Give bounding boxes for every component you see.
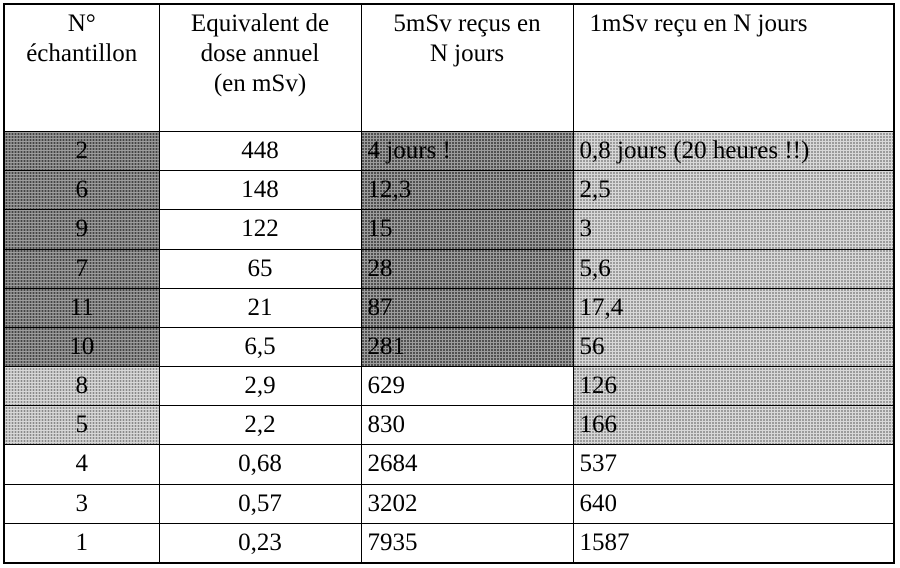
table-cell: 6	[3, 170, 160, 211]
table-cell: 15	[360, 209, 574, 250]
table-cell: 87	[360, 287, 574, 328]
table-cell: 3	[3, 483, 160, 524]
table-cell: 629	[360, 366, 574, 407]
table-cell: 2684	[360, 444, 574, 485]
header-cell: 5mSv reçus en N jours	[360, 3, 574, 132]
table-cell: 126	[572, 366, 895, 407]
header-text: N jours	[429, 40, 505, 67]
table-cell: 65	[158, 248, 362, 289]
table-cell: 8	[3, 366, 160, 407]
header-text: Equivalent de	[190, 10, 330, 37]
table-cell: 7935	[360, 522, 574, 564]
table-row: 1 0,23 7935 1587	[3, 522, 895, 564]
table-cell: 5,6	[572, 248, 895, 289]
table-cell: 0,8 jours (20 heures !!)	[572, 130, 895, 172]
table-row: 2 448 4 jours ! 0,8 jours (20 heures !!)	[3, 130, 895, 172]
table-cell: 28	[360, 248, 574, 289]
table-cell: 2,2	[158, 405, 362, 446]
table-cell: 7	[3, 248, 160, 289]
table-cell: 1	[3, 522, 160, 564]
table-cell: 122	[158, 209, 362, 250]
table-row: 7 65 28 5,6	[3, 248, 895, 289]
table-cell: 537	[572, 444, 895, 485]
table-cell: 11	[3, 287, 160, 328]
table-cell: 166	[572, 405, 895, 446]
header-text: 5mSv reçus en	[393, 10, 541, 37]
table-cell: 148	[158, 170, 362, 211]
table-cell: 2	[3, 130, 160, 172]
table-cell: 3	[572, 209, 895, 250]
header-text: échantillon	[26, 40, 138, 67]
table-cell: 17,4	[572, 287, 895, 328]
table-cell: 6,5	[158, 326, 362, 368]
header-cell: 1mSv reçu en N jours	[572, 3, 895, 132]
table-cell: 1587	[572, 522, 895, 564]
header-text: dose annuel	[200, 40, 320, 67]
table-row: 6 148 12,3 2,5	[3, 170, 895, 211]
table-cell: 281	[360, 326, 574, 368]
table-cell: 830	[360, 405, 574, 446]
table-cell: 0,57	[158, 483, 362, 524]
table-cell: 12,3	[360, 170, 574, 211]
header-text: 1mSv reçu en N jours	[589, 10, 808, 37]
data-table: N° échantillon Equivalent de dose annuel (en…	[3, 3, 895, 564]
table-cell: 4	[3, 444, 160, 485]
table-cell: 2,5	[572, 170, 895, 211]
table-row: 10 6,5 281 56	[3, 326, 895, 368]
table-cell: 5	[3, 405, 160, 446]
table-row: 8 2,9 629 126	[3, 366, 895, 407]
table-body: 2 448 4 jours ! 0,8 jours (20 heures !!) 6 14…	[3, 130, 895, 564]
table-cell: 448	[158, 130, 362, 172]
table-cell: 0,23	[158, 522, 362, 564]
table-cell: 56	[572, 326, 895, 368]
header-cell: Equivalent de dose annuel (en mSv)	[158, 3, 362, 132]
table-row: 11 21 87 17,4	[3, 287, 895, 328]
header-text: (en mSv)	[213, 70, 307, 97]
table-row: 5 2,2 830 166	[3, 405, 895, 446]
table-cell: 3202	[360, 483, 574, 524]
header-cell: N° échantillon	[3, 3, 160, 132]
table-row: 3 0,57 3202 640	[3, 483, 895, 524]
table-row: 4 0,68 2684 537	[3, 444, 895, 485]
table-row: 9 122 15 3	[3, 209, 895, 250]
table-cell: 10	[3, 326, 160, 368]
table-cell: 21	[158, 287, 362, 328]
header-row: N° échantillon Equivalent de dose annuel (en…	[3, 3, 895, 132]
table-cell: 4 jours !	[360, 130, 574, 172]
table-cell: 640	[572, 483, 895, 524]
header-text: N°	[67, 10, 96, 37]
table-cell: 9	[3, 209, 160, 250]
table-cell: 2,9	[158, 366, 362, 407]
table-cell: 0,68	[158, 444, 362, 485]
